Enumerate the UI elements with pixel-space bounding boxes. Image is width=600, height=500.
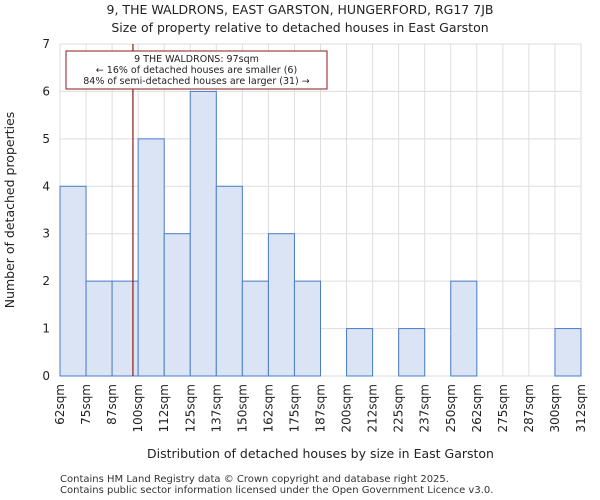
y-tick-label: 1	[42, 322, 50, 336]
bar	[398, 328, 426, 377]
x-tick-label: 262sqm	[470, 384, 484, 432]
footer-line-1: Contains HM Land Registry data © Crown c…	[60, 474, 449, 485]
bar	[346, 328, 374, 377]
y-tick-label: 4	[42, 179, 50, 193]
x-tick-label: 137sqm	[209, 384, 223, 432]
annotation-line-3: 84% of semi-detached houses are larger (…	[83, 76, 310, 87]
x-tick-label: 87sqm	[105, 384, 119, 425]
bars	[59, 90, 582, 377]
bar	[241, 280, 269, 377]
x-tick-label: 237sqm	[418, 384, 432, 432]
x-tick-label: 150sqm	[235, 384, 249, 432]
bar	[189, 90, 217, 377]
x-tick-label: 275sqm	[496, 384, 510, 432]
x-tick-label: 287sqm	[522, 384, 536, 432]
bar	[293, 280, 322, 377]
x-tick-label: 300sqm	[548, 384, 562, 432]
y-axis-label: Number of detached properties	[2, 112, 17, 309]
y-axis-ticks: 0 1 2 3 4 5 6 7	[42, 37, 50, 383]
x-tick-label: 75sqm	[79, 384, 93, 425]
annotation-line-1: 9 THE WALDRONS: 97sqm	[134, 54, 259, 65]
bar	[163, 233, 191, 377]
bar	[137, 138, 165, 377]
x-tick-label: 112sqm	[157, 384, 171, 432]
y-tick-label: 0	[42, 369, 50, 383]
y-tick-label: 6	[42, 84, 50, 98]
annotation-line-2: ← 16% of detached houses are smaller (6)	[96, 65, 297, 76]
x-tick-label: 187sqm	[314, 384, 328, 432]
bar	[267, 233, 295, 377]
x-tick-label: 125sqm	[183, 384, 197, 432]
y-tick-label: 5	[42, 132, 50, 146]
x-axis-label: Distribution of detached houses by size …	[147, 446, 494, 461]
y-tick-label: 3	[42, 227, 50, 241]
y-tick-label: 2	[42, 274, 50, 288]
bar	[111, 280, 139, 377]
annotation-box: 9 THE WALDRONS: 97sqm ← 16% of detached …	[65, 50, 328, 90]
x-tick-label: 250sqm	[444, 384, 458, 432]
x-tick-label: 312sqm	[574, 384, 588, 432]
x-tick-label: 175sqm	[287, 384, 301, 432]
x-tick-label: 212sqm	[366, 384, 380, 432]
x-tick-label: 200sqm	[340, 384, 354, 432]
footer-line-2: Contains public sector information licen…	[60, 485, 494, 496]
chart-title: 9, THE WALDRONS, EAST GARSTON, HUNGERFOR…	[106, 2, 494, 17]
bar	[215, 185, 243, 377]
bar	[450, 280, 478, 377]
bar	[59, 185, 87, 377]
y-tick-label: 7	[42, 37, 50, 51]
bar	[85, 280, 113, 377]
chart-subtitle: Size of property relative to detached ho…	[111, 20, 489, 35]
x-tick-label: 225sqm	[392, 384, 406, 432]
x-tick-label: 100sqm	[131, 384, 145, 432]
x-axis-ticks: 62sqm 75sqm 87sqm 100sqm 112sqm 125sqm 137sqm 1…	[53, 384, 588, 432]
x-tick-label: 62sqm	[53, 384, 67, 425]
x-tick-label: 162sqm	[261, 384, 275, 432]
bar	[554, 328, 582, 377]
